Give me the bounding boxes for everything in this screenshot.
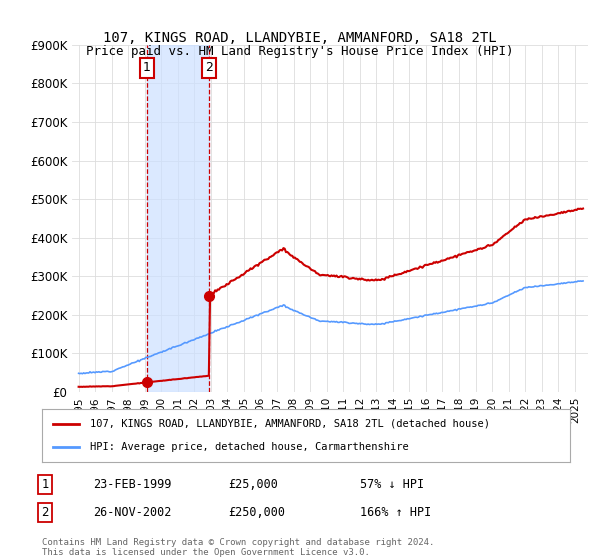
Text: 23-FEB-1999: 23-FEB-1999 xyxy=(93,478,172,491)
Text: HPI: Average price, detached house, Carmarthenshire: HPI: Average price, detached house, Carm… xyxy=(89,442,408,452)
Text: 2: 2 xyxy=(205,62,213,74)
Text: Price paid vs. HM Land Registry's House Price Index (HPI): Price paid vs. HM Land Registry's House … xyxy=(86,45,514,58)
Bar xyxy=(147,45,209,392)
Text: Contains HM Land Registry data © Crown copyright and database right 2024.
This d: Contains HM Land Registry data © Crown c… xyxy=(42,538,434,557)
Text: 1: 1 xyxy=(143,62,151,74)
Text: 1: 1 xyxy=(41,478,49,491)
Text: 2: 2 xyxy=(41,506,49,519)
Text: 107, KINGS ROAD, LLANDYBIE, AMMANFORD, SA18 2TL (detached house): 107, KINGS ROAD, LLANDYBIE, AMMANFORD, S… xyxy=(89,419,490,429)
Text: £250,000: £250,000 xyxy=(228,506,285,519)
Text: 57% ↓ HPI: 57% ↓ HPI xyxy=(360,478,424,491)
Text: 166% ↑ HPI: 166% ↑ HPI xyxy=(360,506,431,519)
Text: 107, KINGS ROAD, LLANDYBIE, AMMANFORD, SA18 2TL: 107, KINGS ROAD, LLANDYBIE, AMMANFORD, S… xyxy=(103,31,497,45)
Text: 26-NOV-2002: 26-NOV-2002 xyxy=(93,506,172,519)
Text: £25,000: £25,000 xyxy=(228,478,278,491)
